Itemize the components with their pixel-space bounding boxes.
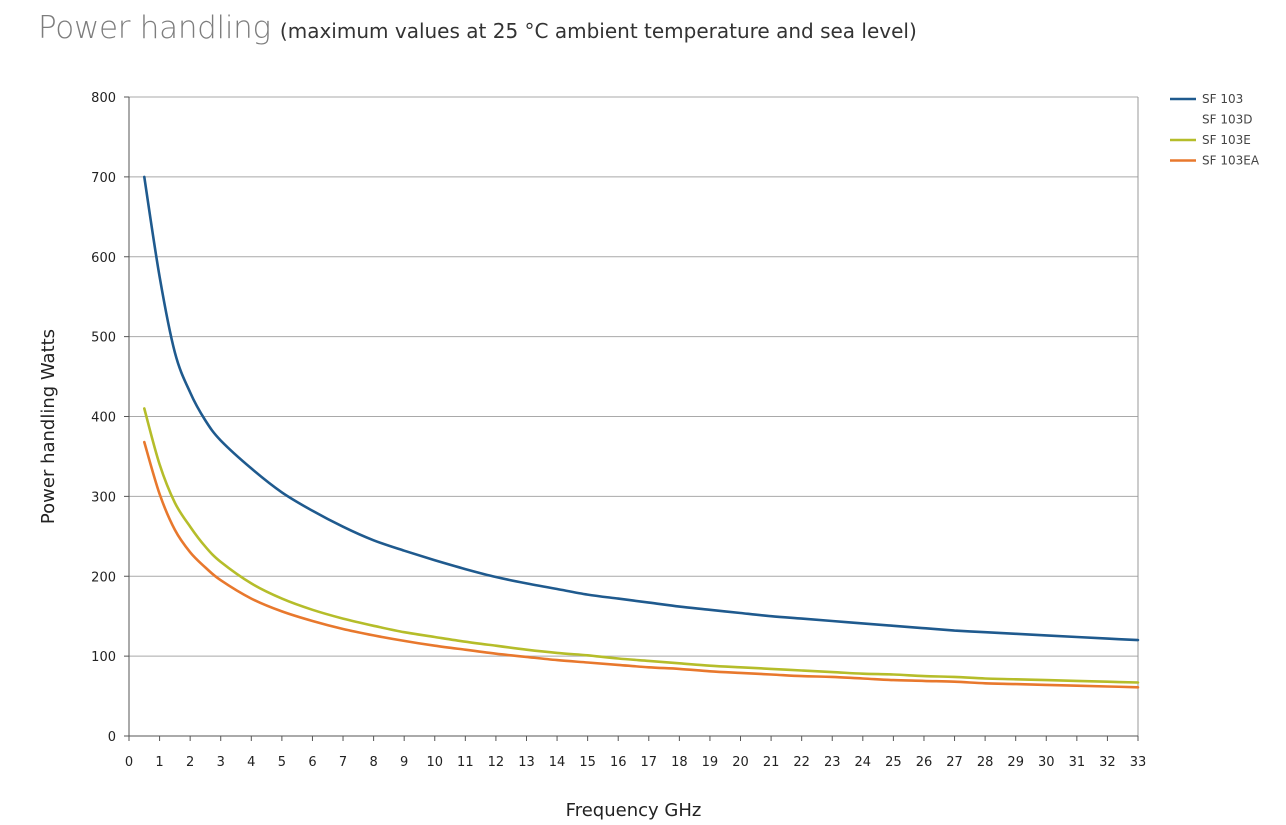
series-line-sf-103 [143, 175, 1140, 642]
x-tick-label: 11 [457, 755, 474, 770]
chart-subtitle: (maximum values at 25 °C ambient tempera… [279, 19, 917, 43]
y-tick-label: 100 [91, 650, 116, 665]
x-tick-labels: 0 1 2 3 4 5 6 7 8 9 10 11 12 13 14 15 16 17 18 19 20 21 22 23 24… [125, 755, 1146, 770]
y-tick-labels: 0 100 200 300 400 500 600 700 800 [91, 91, 116, 745]
y-axis-label: Power handling Watts [38, 329, 59, 524]
x-tick-label: 19 [702, 755, 719, 770]
x-tick-label: 33 [1130, 755, 1147, 770]
series-line-sf-103e [143, 407, 1140, 684]
x-tick-label: 18 [671, 755, 688, 770]
series-line-sf-103ea [143, 440, 1140, 689]
x-tick-label: 32 [1099, 755, 1116, 770]
y-tick-label: 400 [91, 411, 116, 426]
y-tick-label: 700 [91, 171, 116, 186]
y-tick-label: 600 [91, 251, 116, 266]
y-tick-label: 200 [91, 570, 116, 585]
x-tick-label: 2 [186, 755, 194, 770]
gridlines [129, 96, 1138, 657]
chart-title-block: Power handling (maximum values at 25 °C … [38, 10, 917, 46]
x-tick-label: 3 [217, 755, 225, 770]
x-tick-label: 4 [247, 755, 255, 770]
x-tick-label: 20 [732, 755, 749, 770]
x-tick-label: 28 [977, 755, 994, 770]
legend: SF 103 SF 103D SF 103E SF 103EA [1170, 92, 1260, 168]
x-tick-label: 8 [369, 755, 377, 770]
x-tick-label: 17 [641, 755, 658, 770]
x-tick-label: 1 [155, 755, 163, 770]
x-tick-label: 0 [125, 755, 133, 770]
y-tick-label: 300 [91, 490, 116, 505]
x-tick-label: 22 [793, 755, 810, 770]
legend-label-sf-103e: SF 103E [1202, 133, 1251, 147]
x-tick-label: 13 [518, 755, 535, 770]
x-tick-label: 25 [885, 755, 902, 770]
y-tick-label: 800 [91, 91, 116, 106]
x-axis-label: Frequency GHz [566, 800, 702, 821]
x-tick-label: 7 [339, 755, 347, 770]
x-tick-label: 26 [916, 755, 933, 770]
x-tick-label: 15 [579, 755, 596, 770]
legend-label-sf-103: SF 103 [1202, 92, 1243, 106]
x-tick-label: 16 [610, 755, 627, 770]
x-tick-label: 14 [549, 755, 566, 770]
y-tick-label: 500 [91, 331, 116, 346]
x-tick-label: 27 [946, 755, 963, 770]
chart-title: Power handling [38, 10, 271, 46]
legend-label-sf-103d: SF 103D [1202, 113, 1252, 127]
x-tick-label: 6 [308, 755, 316, 770]
axes [124, 96, 1139, 741]
y-tick-label: 0 [108, 730, 116, 745]
x-tick-label: 5 [278, 755, 286, 770]
legend-label-sf-103ea: SF 103EA [1202, 154, 1260, 168]
x-tick-label: 29 [1007, 755, 1024, 770]
x-tick-label: 12 [488, 755, 505, 770]
x-tick-label: 10 [426, 755, 443, 770]
x-tick-label: 31 [1069, 755, 1086, 770]
x-tick-label: 24 [855, 755, 872, 770]
x-tick-label: 21 [763, 755, 780, 770]
x-tick-label: 23 [824, 755, 841, 770]
series-lines [143, 175, 1140, 689]
x-tick-label: 30 [1038, 755, 1055, 770]
x-tick-label: 9 [400, 755, 408, 770]
